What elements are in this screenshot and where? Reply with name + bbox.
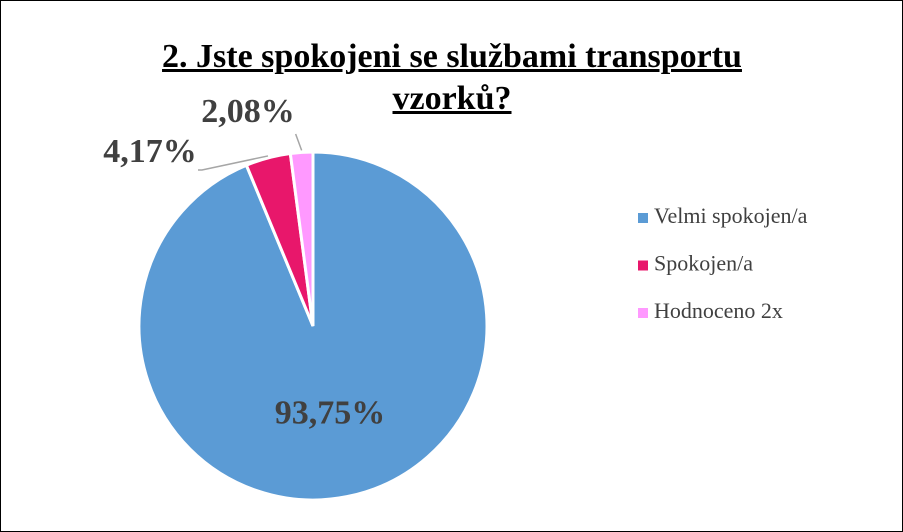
data-label: 93,75%	[275, 394, 386, 431]
chart-title: 2. Jste spokojeni se službami transportu…	[162, 38, 742, 117]
data-label: 2,08%	[201, 93, 295, 130]
leader-line	[198, 155, 269, 171]
leader-line	[294, 133, 303, 151]
legend-label: Spokojen/a	[654, 251, 753, 276]
data-label: 4,17%	[103, 133, 197, 170]
legend-swatch	[638, 308, 648, 318]
legend-label: Velmi spokojen/a	[654, 203, 808, 228]
legend-label: Hodnoceno 2x	[654, 298, 783, 323]
legend-swatch	[638, 213, 648, 223]
pie-slice	[288, 150, 315, 327]
legend-swatch	[638, 260, 648, 271]
